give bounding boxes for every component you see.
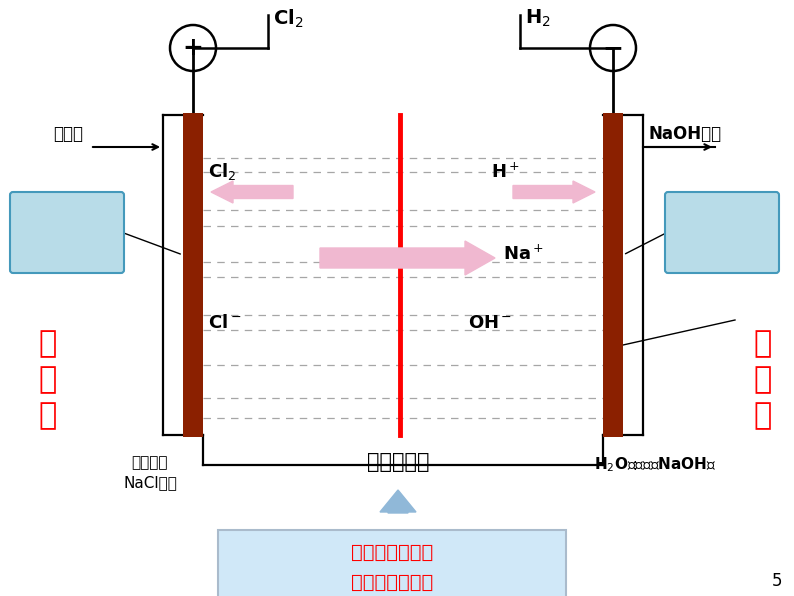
Bar — [183, 113, 203, 437]
Text: 阴  极: 阴 极 — [707, 208, 738, 226]
Text: NaOH溶液: NaOH溶液 — [649, 125, 722, 143]
Text: H$_2$: H$_2$ — [525, 8, 551, 29]
Text: 离子交探膜，只: 离子交探膜，只 — [351, 573, 433, 591]
Text: 5: 5 — [772, 572, 782, 590]
FancyArrow shape — [211, 181, 293, 203]
Text: 阴
极
室: 阴 极 室 — [754, 330, 772, 430]
FancyBboxPatch shape — [10, 192, 124, 273]
Text: 金属馒网: 金属馒网 — [47, 236, 87, 254]
Text: 阳  极: 阳 极 — [52, 208, 83, 226]
Text: Cl$_2$: Cl$_2$ — [208, 162, 237, 182]
Text: Na$^+$: Na$^+$ — [503, 244, 544, 263]
Text: +: + — [183, 36, 203, 60]
FancyBboxPatch shape — [665, 192, 779, 273]
Bar — [218, 530, 566, 596]
Text: 淡盐水: 淡盐水 — [53, 125, 83, 143]
Text: 碳钙网: 碳钙网 — [707, 236, 737, 254]
Text: H$_2$O（含少量NaOH）: H$_2$O（含少量NaOH） — [594, 455, 716, 474]
Text: H$^+$: H$^+$ — [491, 162, 520, 182]
FancyArrow shape — [513, 181, 595, 203]
Bar — [603, 113, 623, 437]
Text: 精制饱和
NaCl溶液: 精制饱和 NaCl溶液 — [123, 455, 177, 490]
FancyArrow shape — [380, 490, 416, 513]
FancyArrow shape — [320, 241, 495, 275]
Text: −: − — [603, 36, 623, 60]
Text: 阳
极
室: 阳 极 室 — [39, 330, 57, 430]
Text: 离子交探膜: 离子交探膜 — [367, 452, 430, 472]
Text: 严格说此处是阳: 严格说此处是阳 — [351, 542, 433, 561]
Text: OH$^-$: OH$^-$ — [468, 314, 512, 332]
Text: Cl$_2$: Cl$_2$ — [273, 8, 303, 30]
Text: Cl$^-$: Cl$^-$ — [208, 314, 241, 332]
